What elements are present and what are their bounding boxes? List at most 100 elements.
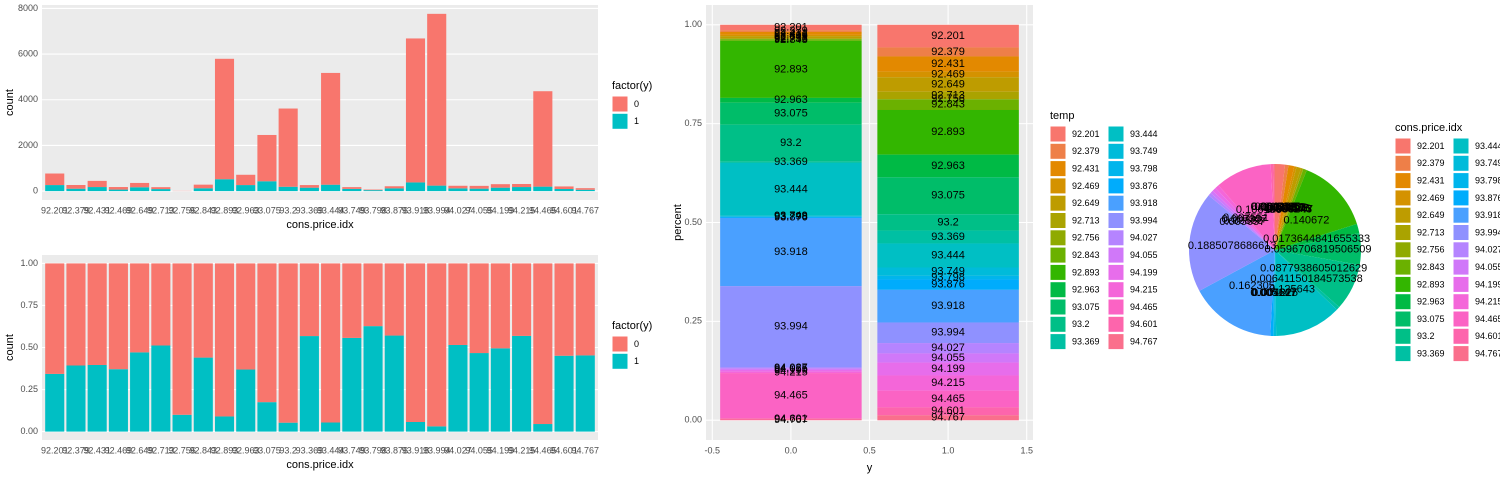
legend-label: 94.027 bbox=[1130, 233, 1158, 243]
y-tick-label: 0.00 bbox=[20, 426, 38, 436]
x-axis-title: y bbox=[867, 462, 873, 474]
segment-label: 94.465 bbox=[931, 393, 965, 405]
bar-segment bbox=[575, 189, 595, 192]
slice-label: 0.00641150184573538 bbox=[1250, 273, 1362, 285]
pie-slice bbox=[1273, 250, 1275, 336]
legend-key bbox=[1049, 281, 1067, 299]
bar-segment bbox=[469, 188, 489, 192]
bar-segment bbox=[384, 188, 404, 192]
x-tick-label: 94.601 bbox=[550, 205, 578, 215]
x-tick-label: 92.201 bbox=[41, 205, 69, 215]
bar-segment bbox=[321, 263, 341, 423]
bar-segment bbox=[363, 190, 383, 192]
bar-segment bbox=[278, 108, 298, 187]
x-tick-label: 92.756 bbox=[168, 445, 196, 455]
pie-slice bbox=[1270, 164, 1275, 250]
bar-segment bbox=[236, 174, 256, 186]
segment-label: 94.199 bbox=[774, 365, 808, 377]
segment-label: 92.893 bbox=[931, 126, 965, 138]
x-tick-label: 93.444 bbox=[317, 205, 345, 215]
bar-segment bbox=[877, 289, 1019, 323]
segment-label: 93.2 bbox=[780, 137, 801, 149]
legend-label: 92.469 bbox=[1417, 193, 1445, 203]
legend-label: 93.369 bbox=[1417, 348, 1445, 358]
x-tick-label: 94.055 bbox=[465, 205, 493, 215]
segment-label: 92.201 bbox=[774, 21, 808, 33]
legend-label: 92.649 bbox=[1072, 198, 1100, 208]
legend-key bbox=[1452, 137, 1470, 155]
bar-segment bbox=[720, 286, 862, 368]
legend-label: 93.444 bbox=[1130, 129, 1158, 139]
bar-segment bbox=[87, 263, 107, 365]
x-tick-label: 93.876 bbox=[381, 445, 409, 455]
legend-label: 92.431 bbox=[1072, 163, 1100, 173]
bar-segment bbox=[720, 34, 862, 37]
bar-segment bbox=[214, 263, 235, 417]
bar-segment bbox=[299, 187, 319, 192]
bar-segment bbox=[720, 36, 862, 39]
bar-segment bbox=[427, 13, 447, 186]
bar-segment bbox=[720, 216, 862, 218]
legend-label: 0 bbox=[634, 99, 639, 109]
legend-label: 92.713 bbox=[1417, 227, 1445, 237]
bar-segment bbox=[342, 187, 362, 189]
legend-label: 92.843 bbox=[1072, 250, 1100, 260]
pie-slice bbox=[1275, 250, 1340, 310]
legend-label: 94.601 bbox=[1130, 319, 1158, 329]
bar-segment bbox=[490, 187, 510, 192]
legend-key bbox=[1107, 160, 1125, 178]
bar-segment bbox=[278, 263, 298, 423]
bar-segment bbox=[720, 215, 862, 217]
legend-key bbox=[1394, 345, 1412, 363]
x-tick-label: 94.027 bbox=[444, 445, 472, 455]
slice-label: 0.004953 bbox=[1251, 201, 1297, 213]
bar-segment bbox=[720, 161, 862, 163]
legend-key bbox=[1394, 189, 1412, 207]
segment-label: 92.893 bbox=[774, 63, 808, 75]
bar-segment bbox=[720, 30, 862, 32]
slice-label: 0.007551 bbox=[1223, 212, 1269, 224]
x-tick-label: 92.201 bbox=[41, 445, 69, 455]
bar-segment bbox=[45, 263, 65, 374]
x-tick-label: 93.369 bbox=[296, 205, 324, 215]
x-tick-label: 92.469 bbox=[105, 445, 133, 455]
bar-segment bbox=[342, 188, 362, 192]
segment-label: 93.369 bbox=[774, 156, 808, 168]
segment-label: 94.215 bbox=[774, 366, 808, 378]
legend-key bbox=[1452, 206, 1470, 224]
bar-segment bbox=[363, 326, 383, 432]
pie-slice bbox=[1275, 164, 1289, 250]
legend-key bbox=[1107, 212, 1125, 229]
panel-background bbox=[42, 5, 598, 200]
bar-segment bbox=[66, 184, 86, 189]
legend-label: 94.199 bbox=[1130, 267, 1158, 277]
x-tick-label: -0.5 bbox=[705, 445, 721, 455]
bar-segment bbox=[720, 97, 862, 103]
bar-segment bbox=[108, 369, 128, 432]
x-tick-label: 92.649 bbox=[126, 205, 154, 215]
legend-label: 93.749 bbox=[1130, 146, 1158, 156]
x-tick-label: 94.027 bbox=[444, 205, 472, 215]
bar-segment bbox=[877, 275, 1019, 280]
bar-segment bbox=[720, 24, 862, 31]
legend-label: 92.756 bbox=[1072, 233, 1100, 243]
legend-key bbox=[611, 352, 629, 370]
bar-segment bbox=[130, 182, 150, 188]
y-tick-label: 2000 bbox=[18, 140, 38, 150]
bar-segment bbox=[108, 189, 128, 192]
legend-label: 92.756 bbox=[1417, 245, 1445, 255]
bar-segment bbox=[512, 187, 532, 192]
y-tick-label: 0.75 bbox=[684, 118, 702, 128]
x-tick-label: 92.843 bbox=[190, 205, 218, 215]
pie-slice bbox=[1210, 190, 1275, 250]
x-tick-label: 94.215 bbox=[508, 445, 536, 455]
bar-segment bbox=[257, 181, 277, 192]
segment-label: 93.994 bbox=[931, 327, 965, 339]
segment-label: 92.713 bbox=[931, 89, 965, 101]
bar-segment bbox=[427, 426, 447, 432]
slice-label: 0.162305 bbox=[1229, 280, 1275, 292]
pie-slice bbox=[1275, 165, 1295, 250]
segment-label: 94.601 bbox=[931, 405, 965, 417]
x-tick-label: 92.379 bbox=[62, 205, 90, 215]
legend-key bbox=[1394, 137, 1412, 155]
